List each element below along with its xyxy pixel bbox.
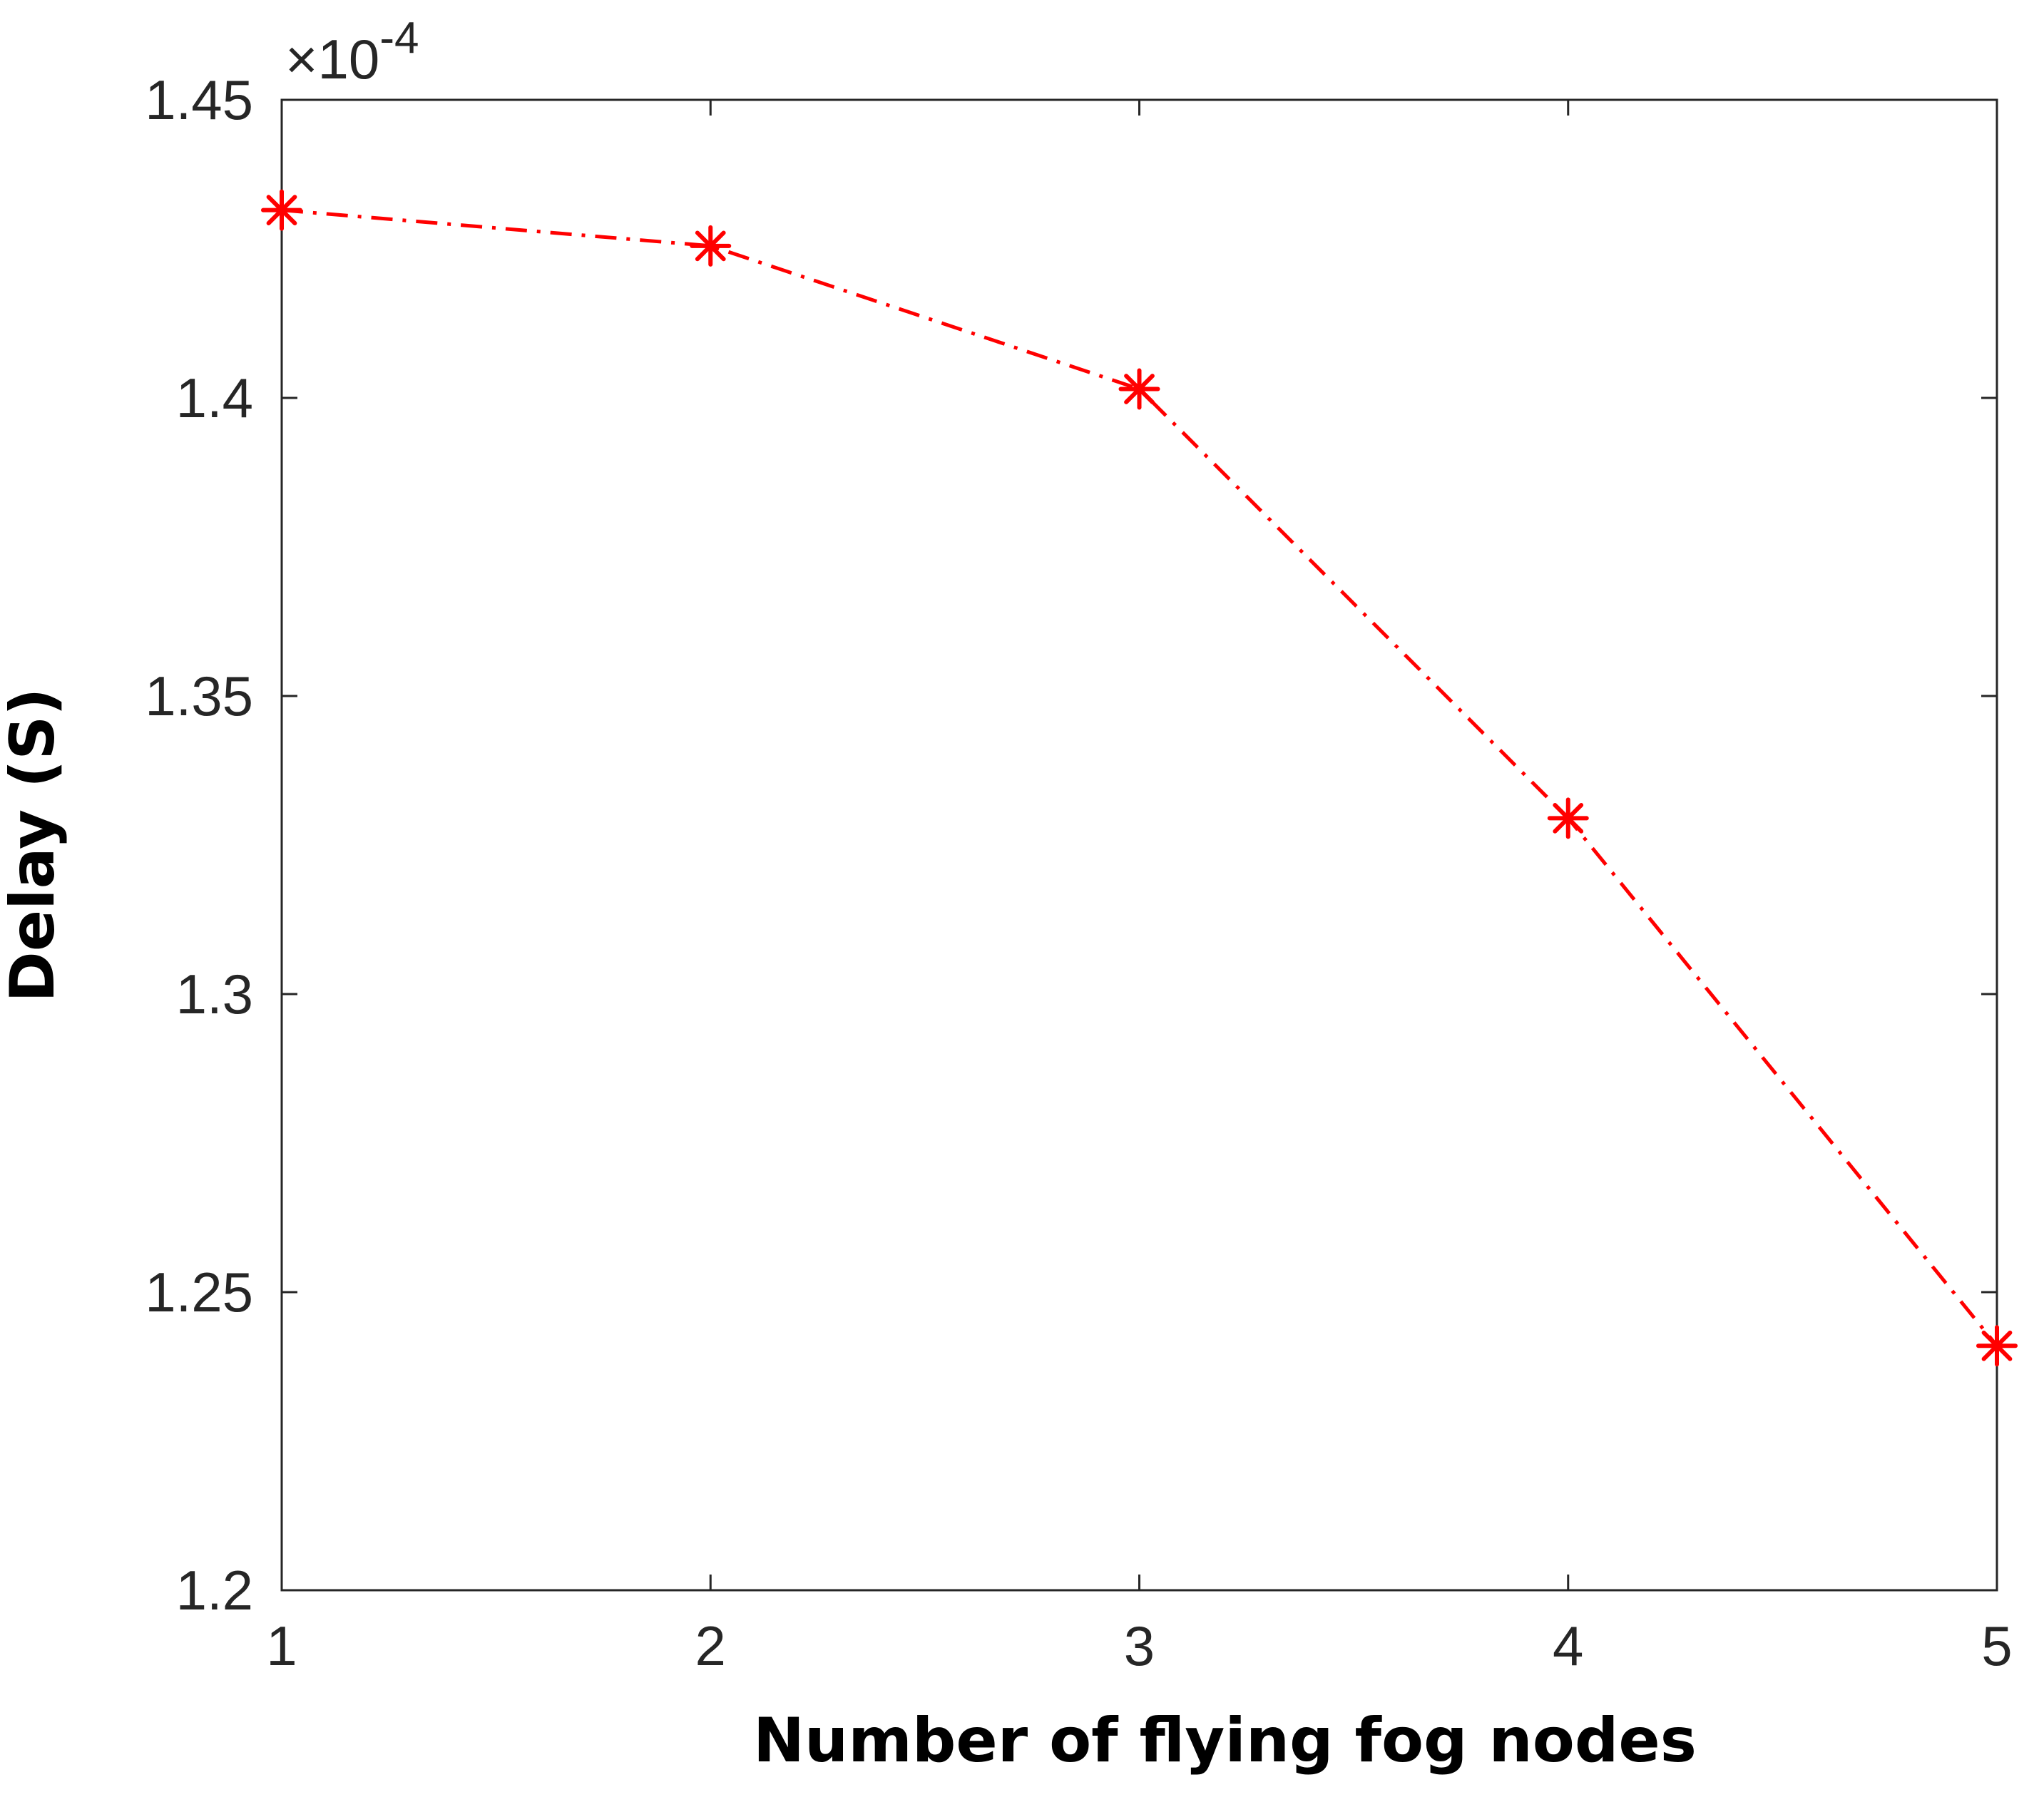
x-tick-label: 1 — [266, 1614, 297, 1677]
y-axis-exponent-power: -4 — [379, 14, 419, 63]
x-tick-label: 2 — [695, 1614, 726, 1677]
data-point — [261, 189, 302, 231]
x-axis-label: Number of flying fog nodes — [753, 1705, 1697, 1776]
y-tick-label: 1.45 — [145, 68, 253, 131]
data-point — [690, 225, 732, 267]
y-tick-label: 1.3 — [176, 963, 253, 1025]
x-tick-label: 5 — [1981, 1614, 2012, 1677]
y-axis-exponent-prefix: ×10 — [285, 28, 379, 91]
data-point — [1118, 368, 1160, 410]
data-point — [1547, 797, 1589, 839]
x-tick-label: 4 — [1553, 1614, 1583, 1677]
y-tick-label: 1.4 — [176, 367, 253, 429]
y-tick-label: 1.25 — [145, 1261, 253, 1324]
y-tick-label: 1.2 — [176, 1559, 253, 1622]
y-axis-label: Delay (S) — [0, 687, 68, 1002]
y-axis-exponent: ×10-4 — [285, 14, 419, 91]
series — [261, 189, 2018, 1367]
plot-area-box — [280, 98, 1998, 1592]
data-point — [1976, 1325, 2018, 1367]
series-line — [281, 208, 1998, 1347]
axes — [280, 98, 1998, 1592]
y-tick-label: 1.35 — [145, 665, 253, 727]
x-tick-label: 3 — [1124, 1614, 1155, 1677]
ticks: 1 2 3 4 5 1.2 1.25 1.3 1.35 1.4 1.45 — [145, 68, 2013, 1677]
